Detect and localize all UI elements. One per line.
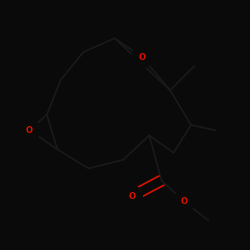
Text: O: O <box>180 197 188 206</box>
Circle shape <box>19 120 40 141</box>
Circle shape <box>132 47 153 68</box>
Text: O: O <box>139 53 146 62</box>
Text: O: O <box>128 192 136 201</box>
Text: O: O <box>26 126 33 135</box>
Circle shape <box>174 191 195 212</box>
Circle shape <box>122 186 142 206</box>
